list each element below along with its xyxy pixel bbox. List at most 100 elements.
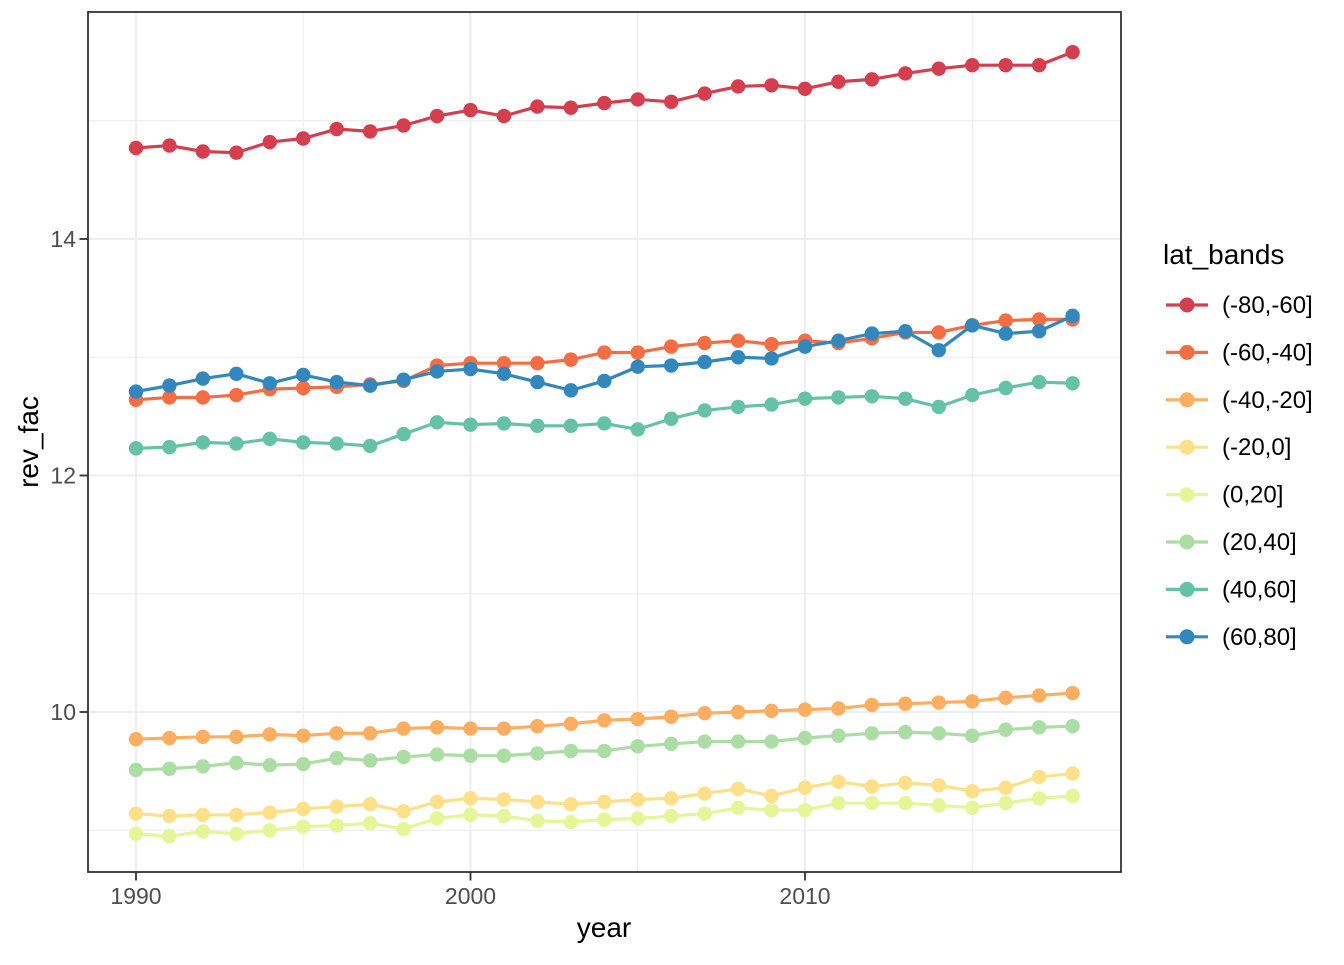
data-point xyxy=(797,391,813,406)
data-point xyxy=(162,378,177,393)
data-point xyxy=(162,390,177,405)
data-point xyxy=(797,730,813,746)
data-point xyxy=(329,436,344,451)
data-point xyxy=(463,417,478,432)
data-point xyxy=(128,762,144,778)
data-point xyxy=(1065,44,1080,60)
data-point xyxy=(597,812,612,827)
data-point xyxy=(630,739,645,754)
legend-key-point-icon xyxy=(1179,534,1195,550)
data-point xyxy=(1031,312,1047,327)
data-point xyxy=(229,366,244,382)
data-point xyxy=(296,819,311,834)
legend-item: (20,40] xyxy=(1166,529,1297,556)
series-(-80,-60] xyxy=(128,44,1080,160)
series-(0,20] xyxy=(128,788,1080,844)
data-point xyxy=(162,828,177,844)
data-point xyxy=(162,439,177,455)
data-point xyxy=(764,788,779,804)
data-point xyxy=(931,399,946,415)
legend-item-label: (20,40] xyxy=(1222,529,1297,556)
legend-key-point-icon xyxy=(1179,297,1195,313)
data-point xyxy=(664,339,679,354)
data-point xyxy=(931,325,946,340)
data-point xyxy=(931,726,946,741)
data-point xyxy=(697,354,712,370)
data-point xyxy=(162,761,177,776)
legend-item-label: (0,20] xyxy=(1222,482,1283,509)
data-point xyxy=(296,756,311,772)
data-point xyxy=(262,823,277,838)
legend-item-label: (-60,-40] xyxy=(1222,339,1313,366)
data-point xyxy=(797,339,813,354)
data-point xyxy=(764,734,779,749)
data-point xyxy=(998,795,1013,811)
data-point xyxy=(630,92,645,107)
data-point xyxy=(329,818,344,833)
data-point xyxy=(1031,324,1047,339)
data-point xyxy=(998,780,1013,795)
data-point xyxy=(296,801,311,817)
data-point xyxy=(730,704,746,720)
data-point xyxy=(931,798,946,813)
legend-items-group: (-80,-60] (-60,-40] (-40,-20] (-20,0] (0,20]… xyxy=(1166,292,1313,651)
data-point xyxy=(831,333,846,348)
data-point xyxy=(630,711,645,727)
series-(40,60] xyxy=(128,374,1080,456)
gridlines-group xyxy=(88,12,1121,872)
data-point xyxy=(463,721,478,736)
data-point xyxy=(496,366,512,382)
data-point xyxy=(998,380,1013,396)
data-point xyxy=(429,747,445,762)
data-point xyxy=(362,815,378,831)
data-point xyxy=(965,387,980,403)
data-point xyxy=(931,61,946,76)
data-point xyxy=(864,389,880,404)
data-point xyxy=(563,383,579,398)
data-point xyxy=(563,797,579,812)
legend-item-label: (60,80] xyxy=(1222,624,1297,651)
legend-item: (0,20] xyxy=(1166,482,1283,509)
data-point xyxy=(329,121,344,137)
data-point xyxy=(898,775,913,791)
data-point xyxy=(1065,766,1080,781)
data-point xyxy=(864,726,880,741)
legend-key-point-icon xyxy=(1179,487,1195,503)
data-point xyxy=(496,108,512,124)
data-point xyxy=(965,318,980,333)
series-(20,40] xyxy=(128,718,1080,778)
data-point xyxy=(764,703,779,719)
data-point xyxy=(965,728,980,743)
data-point xyxy=(831,74,846,89)
panel-frame-group xyxy=(87,11,1122,873)
data-point xyxy=(262,758,277,773)
data-point xyxy=(965,694,980,709)
data-point xyxy=(764,802,779,818)
data-point xyxy=(463,102,478,118)
data-point xyxy=(998,313,1013,328)
data-point xyxy=(630,359,645,374)
data-point xyxy=(1031,374,1047,390)
data-point xyxy=(128,384,144,399)
data-point xyxy=(1065,308,1080,324)
data-point xyxy=(597,373,612,389)
x-tick-label: 1990 xyxy=(110,883,161,909)
data-point xyxy=(764,337,779,352)
data-point xyxy=(329,726,344,741)
data-point xyxy=(931,778,946,793)
y-tick-label: 12 xyxy=(50,463,76,489)
data-point xyxy=(764,78,779,93)
data-point xyxy=(1031,791,1047,806)
data-point xyxy=(429,108,445,124)
data-point xyxy=(730,350,746,365)
data-point xyxy=(630,422,645,437)
legend-title: lat_bands xyxy=(1163,239,1284,270)
data-point xyxy=(664,94,679,110)
data-point xyxy=(396,821,411,837)
data-point xyxy=(831,728,846,743)
data-point xyxy=(1065,685,1080,701)
data-point xyxy=(697,786,712,801)
